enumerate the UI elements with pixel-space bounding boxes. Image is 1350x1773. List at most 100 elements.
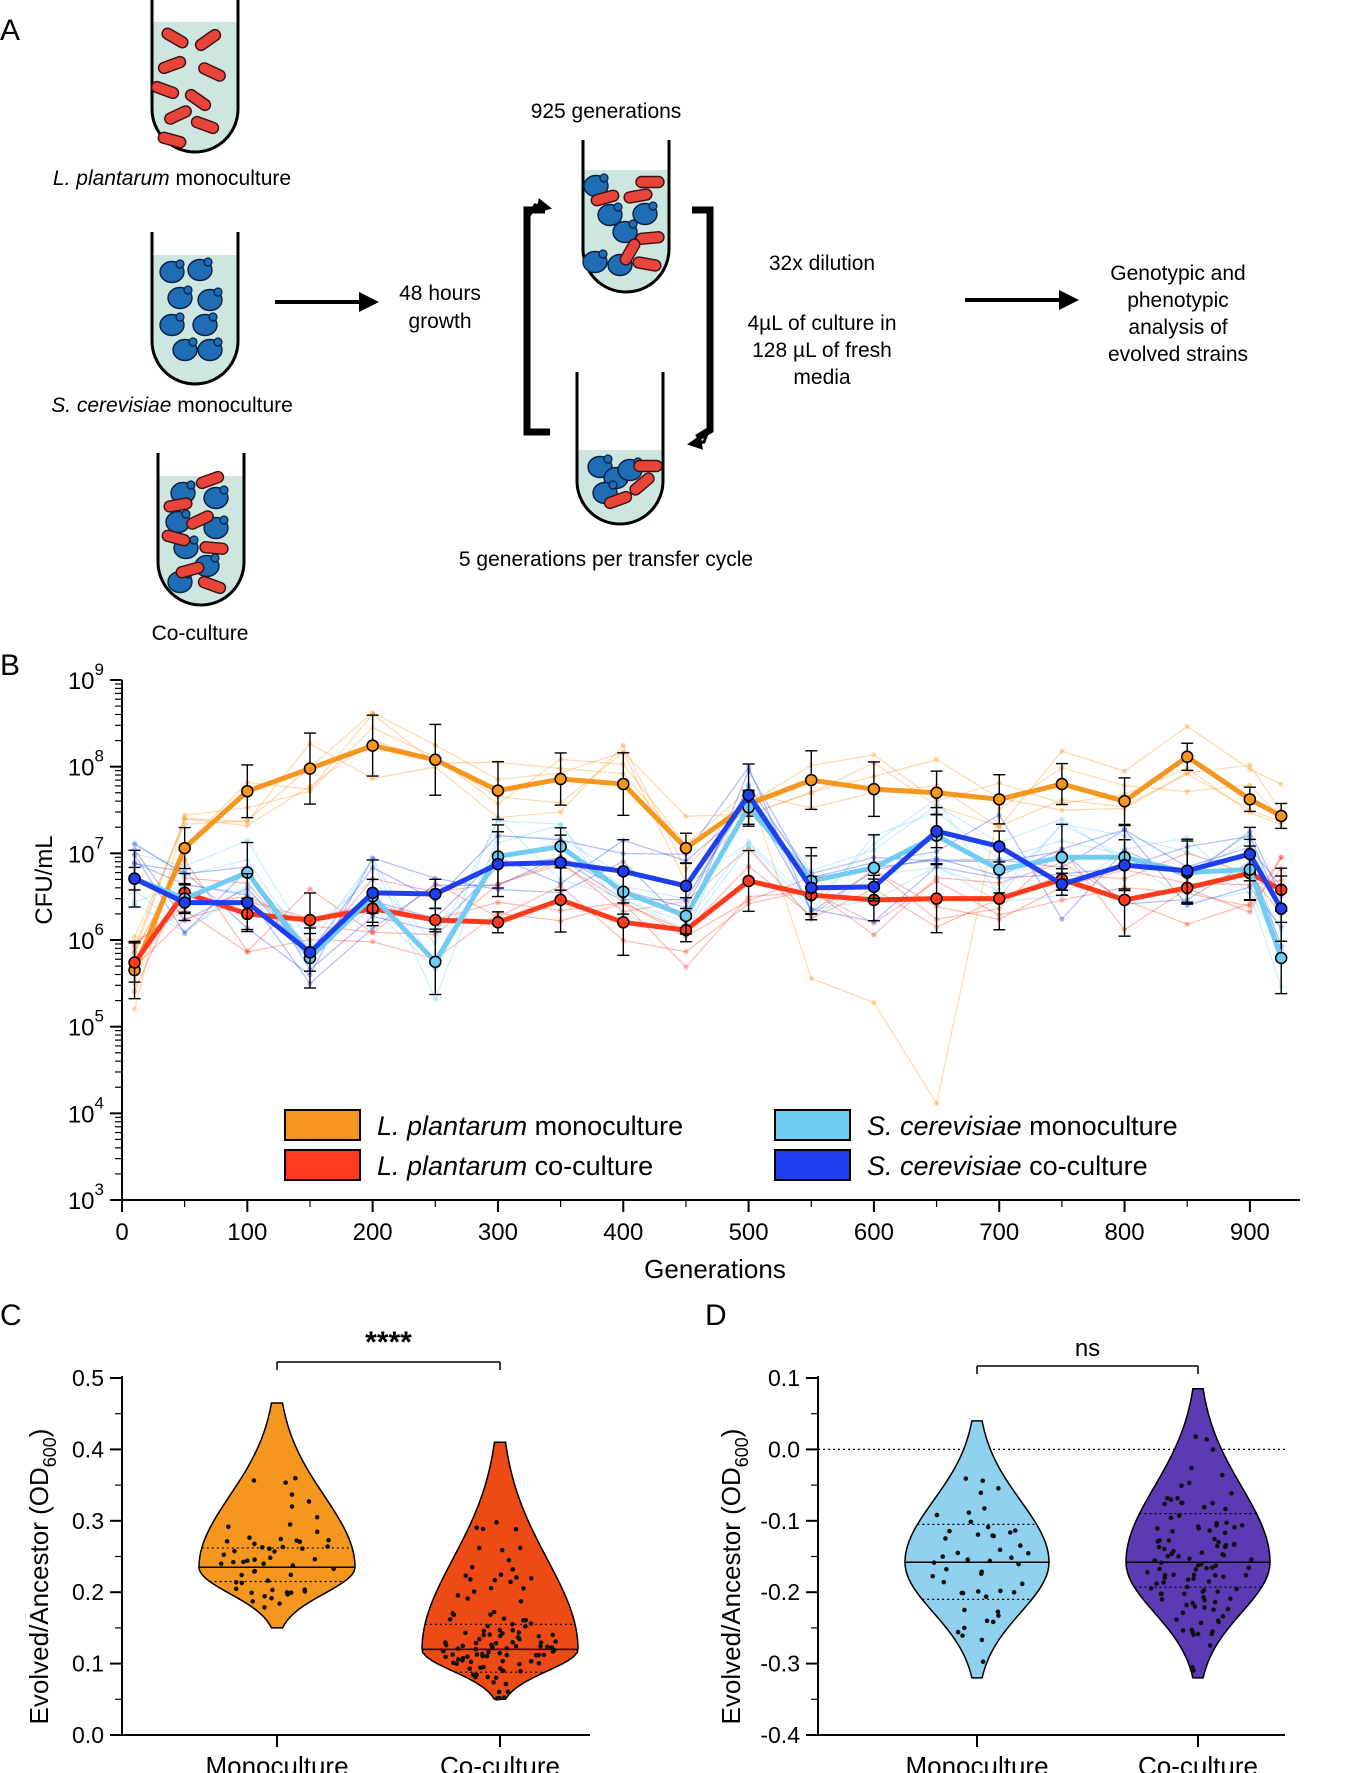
yeast-bud-icon (613, 202, 623, 212)
lactobacillus-rod-icon (194, 28, 222, 52)
series-point (679, 879, 693, 893)
data-point (1212, 1573, 1218, 1578)
violin-y-tick-label: 0.0 (72, 1722, 104, 1748)
legend-swatch (774, 1109, 851, 1141)
data-point (252, 1568, 258, 1574)
yeast-bud-icon (648, 201, 658, 211)
panel-b-y-tick-label: 104 (68, 1093, 104, 1128)
data-point (504, 1652, 510, 1658)
data-point (1220, 1614, 1226, 1619)
series-line (133, 804, 1284, 965)
violin-shape (198, 1402, 356, 1629)
data-point (486, 1649, 491, 1655)
dilution-text: 32x dilution (769, 252, 875, 275)
lactobacillus-rod-icon (619, 238, 641, 266)
data-point (293, 1475, 298, 1481)
data-point (975, 1532, 981, 1537)
series-point (241, 785, 254, 798)
replicate-trace (133, 726, 1282, 1106)
data-point (497, 1650, 503, 1656)
series-point (805, 881, 818, 895)
data-point (280, 1544, 286, 1550)
significance-label: ns (1075, 1335, 1100, 1362)
replicate-point (1184, 771, 1190, 777)
series-point (429, 955, 442, 969)
lactobacillus-rod-icon (623, 188, 653, 204)
violin-y-tick-label: -0.3 (760, 1651, 800, 1677)
data-point (1232, 1541, 1237, 1547)
replicate-point (370, 925, 376, 931)
data-point (1179, 1500, 1184, 1506)
data-point (1210, 1500, 1215, 1506)
tube-transfer (575, 372, 665, 526)
data-point (302, 1589, 308, 1594)
lactobacillus-rod-icon (633, 459, 663, 473)
data-point (550, 1632, 556, 1638)
data-point (454, 1661, 460, 1667)
data-point (447, 1617, 453, 1622)
series-point (128, 956, 141, 969)
generations-total: 925 generations (531, 100, 682, 123)
data-point (249, 1590, 254, 1596)
data-point (1162, 1546, 1167, 1552)
data-point (277, 1601, 282, 1606)
data-point (272, 1549, 277, 1554)
data-point (1234, 1586, 1239, 1592)
growth-text-1: 48 hours (399, 282, 481, 305)
violin-y-tick-label: -0.2 (760, 1579, 800, 1605)
replicate-point (244, 949, 250, 955)
data-point (468, 1577, 473, 1582)
data-point (934, 1512, 940, 1518)
data-point (233, 1579, 239, 1585)
data-point (443, 1654, 448, 1660)
data-point (536, 1652, 541, 1658)
yeast-bud-icon (189, 535, 199, 545)
tube-co (156, 453, 246, 607)
series-point (1274, 902, 1288, 915)
data-point (477, 1545, 482, 1551)
data-point (523, 1624, 528, 1629)
data-point (501, 1616, 507, 1621)
data-point (450, 1611, 456, 1616)
series-point (679, 841, 693, 855)
data-point (488, 1612, 493, 1617)
data-point (1210, 1629, 1215, 1634)
data-point (494, 1520, 499, 1525)
panel-b-ylabel: CFU/mL (31, 835, 58, 924)
cycle-arrow-down (687, 424, 712, 450)
data-point (480, 1651, 485, 1657)
data-point (1224, 1520, 1229, 1526)
panel-b-y-tick-label: 103 (68, 1180, 104, 1215)
data-point (528, 1659, 534, 1664)
legend-label-italic: S. cerevisiae (867, 1111, 1022, 1141)
data-point (306, 1499, 312, 1504)
data-point (940, 1554, 946, 1559)
data-point (1215, 1543, 1220, 1549)
data-point (943, 1536, 948, 1541)
yeast-bud-icon (175, 259, 185, 269)
replicate-point (558, 821, 564, 827)
data-point (231, 1559, 236, 1565)
data-point (289, 1504, 295, 1509)
series-2 (128, 789, 1288, 996)
data-point (1191, 1572, 1197, 1578)
tube-lp-mono-outline (150, 0, 240, 154)
replicate-point (182, 816, 188, 822)
data-point (487, 1632, 493, 1637)
violin-y-tick-label: -0.4 (760, 1722, 800, 1748)
series-point (992, 892, 1006, 905)
yeast-bud-icon (175, 312, 185, 322)
violin-y-tick-label: 0.3 (72, 1508, 104, 1534)
panel-b-y-tick-label: 109 (68, 660, 104, 695)
data-point (514, 1575, 519, 1580)
replicate-point (432, 996, 438, 1002)
per-cycle-text: 5 generations per transfer cycle (459, 548, 753, 571)
replicate-point (131, 840, 138, 846)
panel-b-y-tick-exp: 9 (95, 660, 104, 679)
data-point (491, 1680, 496, 1685)
replicate-point (1184, 770, 1190, 776)
data-point (1189, 1627, 1195, 1633)
data-point (962, 1607, 967, 1613)
replicate-point (370, 855, 376, 861)
data-point (997, 1547, 1003, 1553)
